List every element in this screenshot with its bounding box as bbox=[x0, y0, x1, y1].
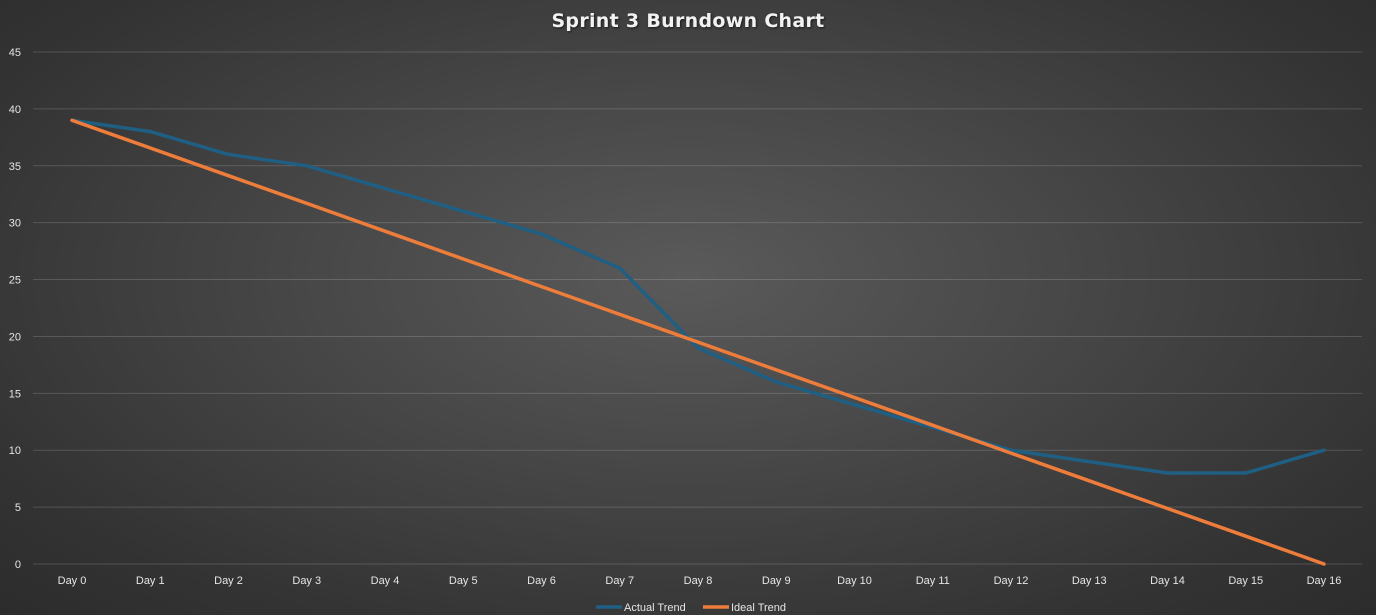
x-tick-label: Day 2 bbox=[214, 575, 243, 587]
y-tick-label: 35 bbox=[9, 161, 21, 173]
legend: Actual Trend Ideal Trend bbox=[596, 602, 786, 614]
y-tick-label: 0 bbox=[15, 559, 21, 571]
x-tick-label: Day 9 bbox=[762, 575, 791, 587]
x-tick-label: Day 14 bbox=[1150, 575, 1185, 587]
y-tick-label: 5 bbox=[15, 502, 21, 514]
x-tick-label: Day 3 bbox=[292, 575, 321, 587]
x-tick-label: Day 13 bbox=[1072, 575, 1107, 587]
y-tick-label: 40 bbox=[9, 104, 21, 116]
gridlines bbox=[33, 51, 1362, 565]
y-tick-label: 45 bbox=[9, 47, 21, 59]
x-tick-label: Day 5 bbox=[449, 575, 478, 587]
series-line-actual-trend bbox=[70, 118, 1326, 475]
y-tick-label: 20 bbox=[9, 331, 21, 343]
x-tick-label: Day 12 bbox=[994, 575, 1029, 587]
x-tick-label: Day 15 bbox=[1228, 575, 1263, 587]
x-tick-label: Day 16 bbox=[1307, 575, 1342, 587]
y-tick-label: 15 bbox=[9, 388, 21, 400]
x-tick-label: Day 1 bbox=[136, 575, 165, 587]
x-tick-label: Day 10 bbox=[837, 575, 872, 587]
chart-title: Sprint 3 Burndown Chart bbox=[551, 10, 825, 32]
y-tick-label: 25 bbox=[9, 275, 21, 287]
legend-label: Ideal Trend bbox=[731, 602, 786, 614]
x-tick-label: Day 0 bbox=[58, 575, 87, 587]
x-tick-label: Day 7 bbox=[605, 575, 634, 587]
y-axis-ticks: 0 5 10 15 20 25 30 35 40 45 bbox=[9, 47, 21, 571]
x-tick-label: Day 6 bbox=[527, 575, 556, 587]
x-axis-ticks: Day 0 Day 1 Day 2 Day 3 Day 4 Day 5 Day 6 Day 7… bbox=[58, 575, 1342, 587]
x-tick-label: Day 11 bbox=[916, 575, 950, 587]
series-lines bbox=[70, 118, 1326, 566]
legend-label: Actual Trend bbox=[624, 602, 686, 614]
x-tick-label: Day 8 bbox=[684, 575, 713, 587]
y-tick-label: 10 bbox=[9, 445, 21, 457]
series-line-ideal-trend bbox=[70, 118, 1326, 566]
x-tick-label: Day 4 bbox=[371, 575, 400, 587]
y-tick-label: 30 bbox=[9, 218, 21, 230]
